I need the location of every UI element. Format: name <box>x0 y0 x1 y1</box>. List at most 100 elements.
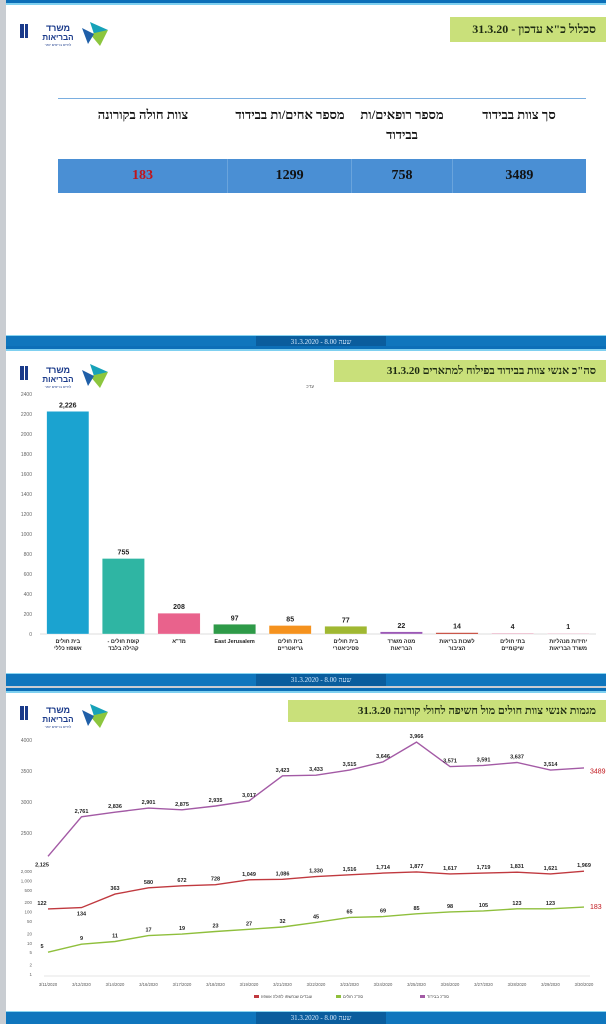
slide2-title-banner: סה"כ אנשי צוות בבידוד בפילוח למתארים 31.… <box>334 360 606 382</box>
footer-rule <box>6 673 606 674</box>
line-x-tick: 3/26/2020 <box>441 982 460 987</box>
series-data-label: 3,966 <box>410 734 424 740</box>
table-value-row: 3489 758 1299 183 <box>58 159 586 193</box>
logo-emblem-icon <box>20 364 108 388</box>
series-line <box>47 870 585 910</box>
bar-category-label: בתי חולים שיקומיים <box>500 638 525 652</box>
bar-category-line: אשפוז כללי <box>54 645 82 652</box>
top-rule <box>6 0 606 3</box>
series-data-label: 2,901 <box>142 800 156 806</box>
series-data-label: 134 <box>77 912 87 918</box>
logo-line3: לחיים בריאים יותר <box>45 43 72 47</box>
series-data-label: 5 <box>40 944 43 950</box>
line-lower-y-tick: 5 <box>29 950 32 955</box>
bar-y-tick: 2400 <box>21 392 32 398</box>
slide2-note: עדכ <box>306 384 315 390</box>
series-line <box>47 741 585 857</box>
legend-swatch <box>254 995 259 998</box>
bar-chart: 0 200 400 600 800 1000 1200 1400 1600 1800 2000 220… <box>21 392 596 652</box>
line-x-tick: 3/21/2020 <box>273 982 292 987</box>
bar <box>380 631 423 635</box>
series-line <box>47 906 585 953</box>
bar-y-tick: 800 <box>24 552 33 558</box>
line-x-tick: 3/23/2020 <box>340 982 359 987</box>
line-lower-y-tick: 2,000 <box>21 869 33 874</box>
value-doctors-isolation: 758 <box>351 159 451 193</box>
bar-category-line: בית חולים <box>55 638 80 645</box>
footer-rule <box>6 335 606 336</box>
bar-category-line: בית חולים <box>278 638 303 645</box>
header-total-isolation: סך צוות בבידוד <box>482 107 556 122</box>
bar-category-line: קהילה בלבד <box>108 645 139 652</box>
bar <box>324 626 368 635</box>
slide1-footer: 31.3.2020 - 8.00 שעה <box>6 335 606 348</box>
bar-category-label: מטה משרד הבריאות <box>388 639 416 652</box>
bar-category-line: קופת חולים - <box>107 638 139 645</box>
series-data-label: 69 <box>380 909 386 915</box>
legend-label: סה"כ בבידוד <box>427 994 449 999</box>
line-x-tick: 3/22/2020 <box>307 982 326 987</box>
bar-y-tick: 600 <box>24 572 33 578</box>
bar-category-label: מד"א <box>172 639 186 645</box>
line-x-tick: 3/30/2020 <box>575 982 594 987</box>
line-x-tick: 3/25/2020 <box>407 982 426 987</box>
bar <box>213 624 256 635</box>
series-data-label: 19 <box>179 926 185 932</box>
series-data-label: 580 <box>144 880 153 886</box>
legend-label: סה"כ חולים <box>343 994 363 999</box>
bar <box>46 411 90 635</box>
bar-category-line: בתי חולים <box>500 638 525 645</box>
bar-value-label: 4 <box>511 624 515 631</box>
series-data-label: 27 <box>246 921 252 927</box>
series-data-label: 32 <box>279 919 285 925</box>
line-lower-y-tick: 50 <box>27 919 33 924</box>
logo-line1: משרד <box>46 23 70 33</box>
series-data-label: 45 <box>313 914 319 920</box>
bar-y-tick: 2000 <box>21 432 32 438</box>
table-header-row: סך צוות בבידוד מספר רופאים/ות בבידוד מספ… <box>58 99 586 157</box>
line-lower-y-tick: 500 <box>24 888 32 893</box>
series-data-label: 1,877 <box>410 864 424 870</box>
bar-category-line: משרד הבריאות <box>549 646 587 652</box>
series-data-label: 1,086 <box>276 871 290 877</box>
bar <box>268 625 312 635</box>
series-data-label: 728 <box>211 877 220 883</box>
legend-label: עובדים שנחשפו לחולה אשפוז <box>261 994 313 999</box>
logo-emblem-icon <box>20 22 108 46</box>
logo-emblem-icon <box>20 704 108 728</box>
line-lower-y-tick: 1 <box>29 972 32 977</box>
bar-value-label: 97 <box>231 615 239 622</box>
line-upper-y-tick: 3000 <box>21 800 32 806</box>
series-data-label: 1,969 <box>577 863 591 869</box>
series-data-label: 2,836 <box>108 804 122 810</box>
bar-y-tick: 2200 <box>21 412 32 418</box>
series-data-label: 2,935 <box>209 798 223 804</box>
bar <box>157 613 201 635</box>
series-data-label: 2,875 <box>175 802 189 808</box>
footer-rule <box>6 1011 606 1012</box>
series-data-label: 2,761 <box>75 809 89 815</box>
bar-y-tick: 1400 <box>21 492 32 498</box>
series-data-label: 1,831 <box>510 864 524 870</box>
bar-y-tick: 1200 <box>21 512 32 518</box>
end-label-total: 3489 <box>590 769 606 776</box>
line-x-tick: 3/24/2020 <box>374 982 393 987</box>
logo-line3: לחיים בריאים יותר <box>45 385 72 389</box>
series-data-label: 1,719 <box>477 865 491 871</box>
line-x-tick: 3/17/2020 <box>173 982 192 987</box>
series-data-label: 98 <box>447 904 453 910</box>
bar-category-line: הציבור <box>449 646 466 652</box>
line-x-tick: 3/16/2020 <box>139 982 158 987</box>
line-lower-y-tick: 10 <box>27 941 33 946</box>
bar-category-label: בית חולים פסיכיאטרי <box>333 638 359 652</box>
legend-swatch <box>336 995 341 998</box>
bar <box>102 558 145 635</box>
bar-category-label: קופת חולים -קהילה בלבד <box>107 638 139 652</box>
line-lower-y-tick: 200 <box>24 900 32 905</box>
top-rule <box>6 346 606 349</box>
line-x-tick: 3/18/2020 <box>206 982 225 987</box>
line-chart: 2500 3000 3500 4000 1 2 5 10 20 50 100 200 500 1,000 2… <box>21 734 606 999</box>
series-data-label: 9 <box>80 936 83 942</box>
line-x-tick: 3/12/2020 <box>72 982 91 987</box>
bar-value-label: 85 <box>286 617 294 624</box>
